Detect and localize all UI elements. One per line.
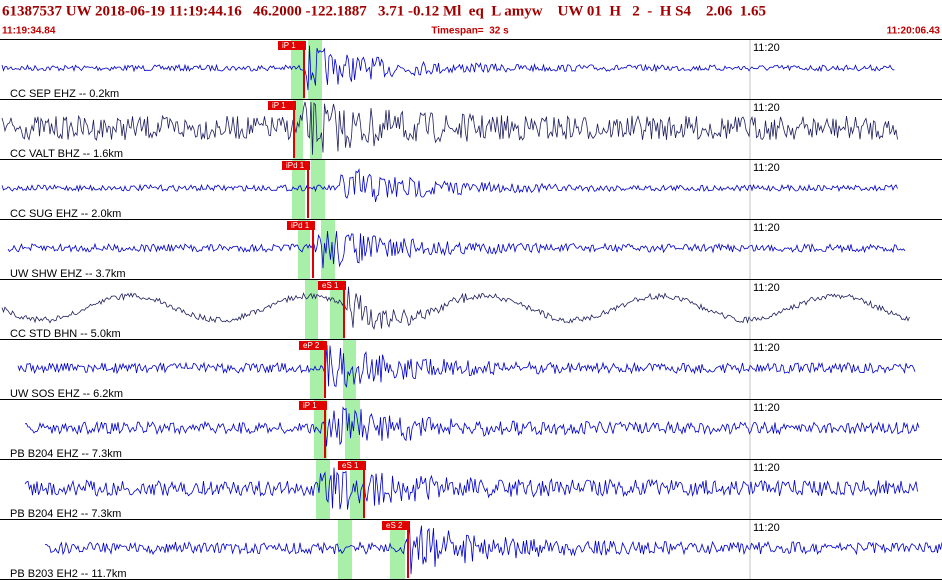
time-mark: 11:20: [753, 222, 780, 234]
s-window: [311, 160, 325, 220]
time-mark: 11:20: [753, 522, 780, 534]
p-window: [298, 220, 310, 280]
time-mark: 11:20: [753, 342, 780, 354]
waveform: [44, 521, 942, 575]
station-label: CC STD BHN -- 5.0km: [10, 328, 121, 340]
p-window: [292, 160, 305, 220]
pick-label: iP 1: [282, 41, 296, 50]
p-window: [305, 280, 318, 340]
pick-box: [299, 401, 327, 410]
timespan: Timespan= 32 s: [431, 26, 509, 37]
time-mark: 11:20: [753, 102, 780, 114]
pick-label: eS 1: [342, 461, 359, 470]
time-mark: 11:20: [753, 282, 780, 294]
waveform: [7, 230, 906, 269]
pick-label: iP 1: [272, 101, 286, 110]
pick-label: eP 2: [303, 341, 320, 350]
start-time: 11:19:34.84: [2, 26, 56, 37]
pick-label: eS 1: [322, 281, 339, 290]
p-window: [316, 460, 330, 520]
pick-box: [299, 341, 327, 350]
s-window: [343, 340, 356, 400]
time-mark: 11:20: [753, 462, 780, 474]
waveform: [1, 286, 910, 330]
time-mark: 11:20: [753, 42, 780, 54]
pick-box: [278, 41, 306, 50]
s-window: [321, 220, 335, 280]
s-window: [330, 280, 345, 340]
waveform: [1, 101, 898, 155]
station-label: UW SHW EHZ -- 3.7km: [10, 268, 126, 280]
s-window: [390, 520, 405, 580]
time-mark: 11:20: [753, 162, 780, 174]
p-window: [293, 100, 303, 160]
p-window: [338, 520, 352, 580]
event-header: 61387537 UW 2018-06-19 11:19:44.16 46.20…: [2, 3, 766, 19]
pick-box: [338, 461, 366, 470]
pick-box: [287, 221, 315, 230]
waveform: [17, 344, 916, 388]
pick-label: iPd 1: [291, 221, 310, 230]
time-mark: 11:20: [753, 402, 780, 414]
pick-label: eS 2: [386, 521, 403, 530]
p-window: [314, 400, 327, 460]
station-label: PB B204 EH2 -- 7.3km: [10, 508, 121, 520]
waveform: [1, 45, 895, 91]
waveform: [1, 168, 898, 202]
station-label: PB B203 EH2 -- 11.7km: [10, 568, 127, 580]
station-label: PB B204 EHZ -- 7.3km: [10, 448, 122, 460]
pick-label: iP 1: [303, 401, 317, 410]
s-window: [308, 40, 322, 100]
station-label: UW SOS EHZ -- 6.2km: [10, 388, 123, 400]
station-label: CC SUG EHZ -- 2.0km: [10, 208, 121, 220]
station-label: CC SEP EHZ -- 0.2km: [10, 88, 119, 100]
pick-box: [382, 521, 410, 530]
pick-box: [268, 101, 296, 110]
pick-label: iPd 1: [286, 161, 305, 170]
pick-box: [282, 161, 310, 170]
waveform: [24, 467, 918, 510]
pick-box: [318, 281, 346, 290]
end-time: 11:20:06.43: [887, 26, 941, 37]
waveform: [24, 406, 920, 447]
station-label: CC VALT BHZ -- 1.6km: [10, 148, 123, 160]
p-window: [291, 40, 305, 100]
